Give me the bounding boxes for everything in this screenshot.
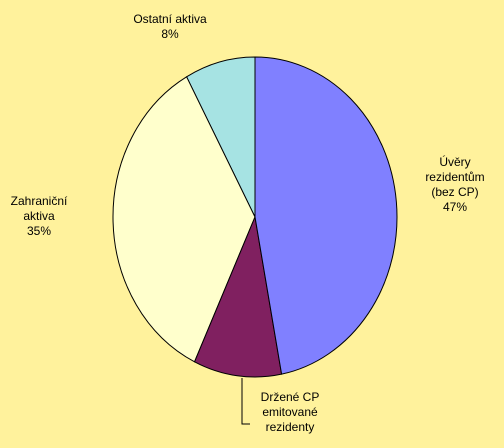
value-label: 8%: [161, 27, 179, 41]
slice-label: Úvěry rezidentům (bez CP) 47%: [405, 155, 504, 215]
value-label: 35%: [26, 224, 52, 238]
category-label: Úvěry rezidentům (bez CP): [425, 155, 485, 199]
category-label: Držené CP emitované rezidenty: [260, 390, 320, 434]
slice-label: Zahraniční aktiva 35%: [0, 194, 78, 239]
category-label: Zahraniční aktiva: [10, 194, 68, 223]
value-label: 47%: [442, 200, 468, 214]
slice-label: Držené CP emitované rezidenty: [245, 390, 335, 435]
pie-slice: [112, 76, 256, 363]
category-label: Ostatní aktiva: [133, 12, 207, 26]
leader-line: [241, 378, 250, 425]
pie-slice: [193, 215, 283, 378]
slice-label: Ostatní aktiva 8%: [110, 12, 230, 42]
pie-slice: [254, 56, 398, 375]
